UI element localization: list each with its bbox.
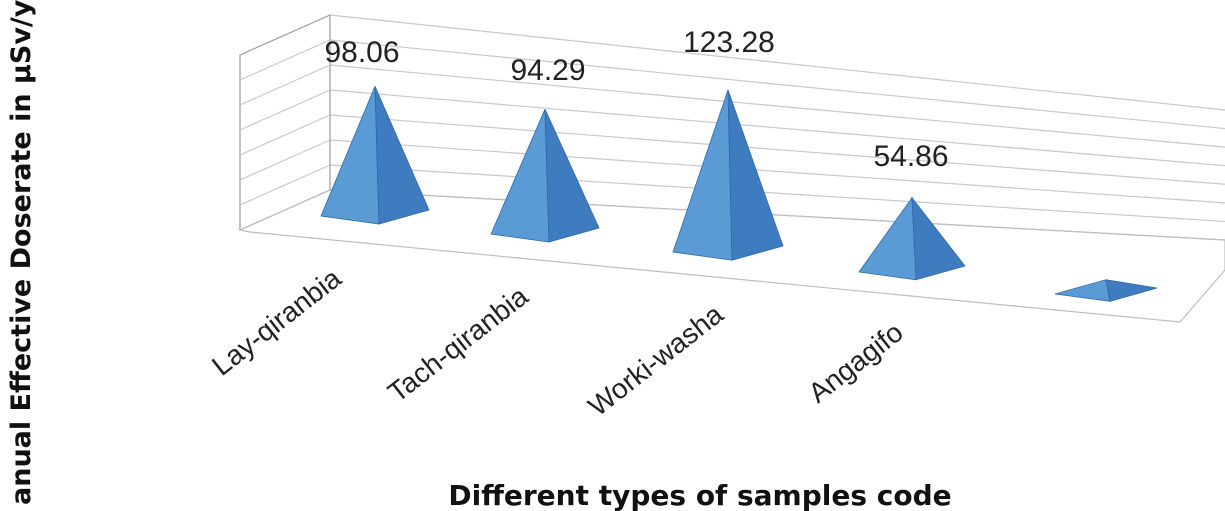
side-wall xyxy=(239,14,331,231)
pyramid-face-side xyxy=(544,108,600,243)
gridline xyxy=(329,14,1225,111)
category-label: Worki-washa xyxy=(582,298,729,422)
side-gridline xyxy=(239,89,331,131)
data-label: 98.06 xyxy=(324,36,399,69)
pyramid-bar xyxy=(858,196,966,281)
y-axis-title: anual Effective Doserate in µSv/yr xyxy=(6,0,37,505)
data-label: 54.86 xyxy=(873,140,948,173)
pyramid-bar xyxy=(1054,279,1158,302)
pyramid-series xyxy=(320,86,1158,302)
pyramid-face-front xyxy=(672,89,733,261)
side-gridline xyxy=(239,164,331,206)
chart-walls xyxy=(238,14,1225,323)
pyramid-face-side xyxy=(911,196,966,281)
gridline xyxy=(329,139,1225,204)
gridline xyxy=(329,89,1225,167)
gridline xyxy=(329,64,1225,148)
data-labels: 98.06 94.29 123.28 54.86 xyxy=(324,26,948,173)
pyramid-face-side xyxy=(374,86,430,225)
pyramid-bar xyxy=(490,108,600,243)
floor xyxy=(238,189,1225,323)
side-gridline xyxy=(239,139,331,181)
pyramid-face-side xyxy=(727,89,784,261)
gridline xyxy=(329,39,1225,130)
side-gridline xyxy=(239,39,331,81)
side-gridline xyxy=(239,64,331,106)
pyramid-face-side xyxy=(1105,279,1158,302)
gridline xyxy=(329,114,1225,185)
pyramid-face-front xyxy=(858,196,917,281)
pyramid-bar xyxy=(672,89,784,261)
category-label: Tach-qiranbia xyxy=(382,280,534,408)
data-label: 94.29 xyxy=(510,54,585,87)
side-gridline xyxy=(239,114,331,156)
pyramid-bar xyxy=(320,86,430,225)
pyramid-face-front xyxy=(1054,279,1111,302)
x-axis-title: Different types of samples code xyxy=(448,479,951,511)
category-label: Angagifo xyxy=(802,316,908,408)
gridline xyxy=(329,164,1225,223)
category-label: Lay-qiranbia xyxy=(206,262,347,382)
data-label: 123.28 xyxy=(683,26,775,59)
